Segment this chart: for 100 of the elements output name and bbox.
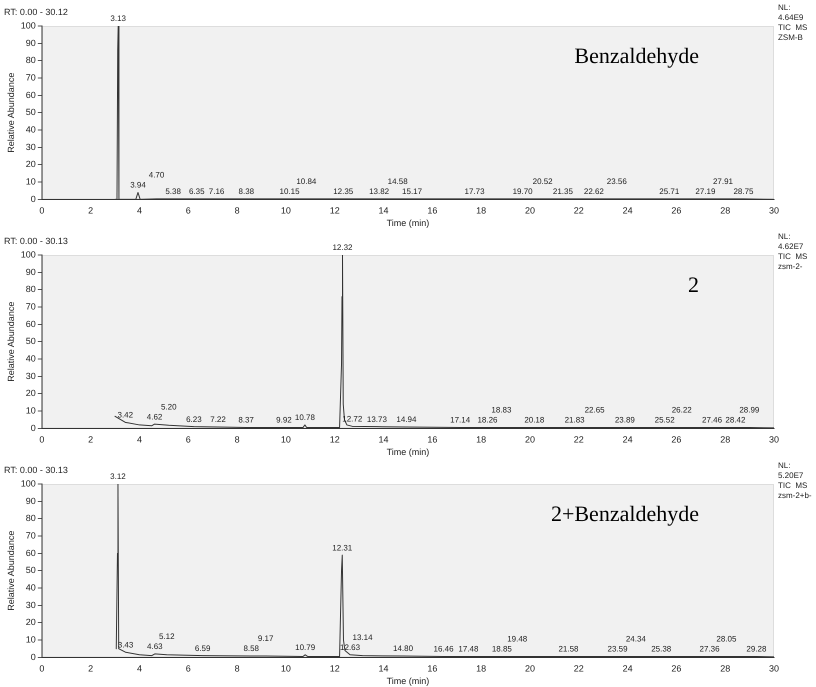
annotation: 25.52 (654, 416, 676, 425)
annotation: 29.28 (746, 644, 767, 654)
annotation: 17.14 (450, 416, 471, 425)
annotation: 12.32 (332, 243, 354, 252)
y-tick-label: 30 (26, 600, 36, 610)
text: NL: (778, 232, 790, 242)
annotation: 19.48 (507, 634, 528, 644)
text: ZSM-B (778, 33, 803, 42)
y-tick-label: 30 (26, 142, 36, 152)
text: RT: 0.00 - 30.13 (4, 464, 68, 475)
x-tick-label: 18 (476, 205, 486, 216)
x-tick-label: 20 (524, 663, 535, 674)
annotation: 4.62 (146, 412, 163, 422)
x-tick-label: 8 (234, 663, 240, 674)
x-tick-label: 0 (39, 434, 44, 444)
text: 2 (688, 272, 699, 297)
y-tick-label: 60 (26, 90, 36, 100)
y-tick-label: 20 (26, 159, 36, 170)
annotation: 10.79 (295, 643, 316, 652)
y-tick-label: 0 (30, 652, 36, 662)
x-tick-label: 2 (88, 663, 94, 674)
text: NL: (778, 461, 790, 470)
x-axis-title: Time (min) (386, 676, 430, 686)
x-tick-label: 14 (378, 434, 389, 444)
y-tick-label: 90 (26, 266, 36, 277)
annotation: 16.46 (434, 644, 454, 654)
annotation: 28.99 (739, 406, 760, 415)
x-tick-label: 22 (574, 663, 584, 674)
y-tick-label: 100 (20, 20, 36, 30)
y-tick-label: 80 (26, 284, 36, 294)
annotation: 24.34 (626, 634, 646, 644)
annotation: 27.46 (702, 416, 723, 425)
annotation: 6.35 (189, 187, 206, 196)
annotation: 5.38 (165, 187, 182, 196)
x-tick-label: 26 (671, 663, 682, 674)
y-tick-label: 40 (26, 124, 36, 135)
annotation: 6.59 (194, 644, 211, 653)
annotation: 20.18 (524, 416, 545, 425)
annotation: 3.94 (130, 180, 146, 190)
text: RT: 0.00 - 30.13 (4, 236, 68, 246)
annotation: 25.71 (659, 187, 680, 196)
text: 4.62E7 (778, 242, 804, 252)
y-tick-label: 0 (30, 194, 36, 204)
annotation: 28.75 (733, 187, 754, 196)
x-tick-label: 16 (427, 663, 438, 674)
annotation: 21.58 (558, 644, 580, 654)
annotation: 28.42 (725, 416, 746, 425)
text: Benzaldehyde (574, 42, 699, 68)
text: TIC MS (778, 252, 808, 262)
x-tick-label: 0 (39, 663, 44, 674)
x-tick-label: 10 (280, 205, 291, 216)
annotation: 22.65 (584, 406, 606, 415)
x-tick-label: 4 (136, 434, 142, 444)
text: TIC MS (778, 23, 808, 32)
y-tick-label: 90 (26, 38, 36, 48)
y-axis-title: Relative Abundance (6, 302, 16, 382)
annotation: 23.59 (608, 644, 628, 654)
annotation: 18.85 (492, 644, 512, 654)
x-tick-label: 4 (136, 205, 142, 216)
y-tick-label: 90 (26, 496, 36, 506)
y-tick-label: 100 (20, 249, 36, 260)
x-tick-label: 8 (234, 205, 240, 216)
x-tick-label: 20 (524, 205, 535, 216)
annotation: 25.38 (651, 644, 672, 654)
y-tick-label: 10 (26, 634, 36, 645)
annotation: 6.23 (186, 414, 202, 424)
x-axis-title: Time (min) (386, 218, 430, 228)
x-tick-label: 14 (378, 205, 389, 216)
annotation: 14.58 (388, 177, 408, 186)
y-axis-title: Relative Abundance (6, 530, 16, 611)
x-tick-label: 28 (720, 434, 730, 444)
annotation: 9.92 (276, 416, 292, 425)
text: 5.20E7 (778, 471, 804, 480)
annotation: 4.63 (147, 642, 164, 652)
annotation: 17.73 (464, 187, 486, 196)
y-tick-label: 10 (26, 176, 36, 187)
text: zsm-2+b- (778, 491, 812, 500)
annotation: 10.84 (296, 177, 317, 186)
annotation: 14.80 (393, 644, 414, 654)
annotation: 20.52 (532, 177, 554, 186)
annotation: 17.48 (458, 644, 479, 654)
annotation: 10.15 (280, 187, 300, 196)
annotation: 3.13 (110, 14, 127, 24)
text: 2+Benzaldehyde (550, 500, 699, 526)
text: RT: 0.00 - 30.12 (4, 6, 68, 17)
x-tick-label: 26 (671, 205, 682, 216)
y-tick-label: 20 (26, 617, 36, 628)
annotation: 22.62 (584, 187, 604, 196)
x-tick-label: 4 (136, 663, 142, 674)
y-tick-label: 80 (26, 55, 36, 66)
annotation: 8.38 (238, 187, 255, 196)
text: zsm-2- (778, 262, 803, 272)
annotation: 18.83 (491, 406, 512, 415)
y-tick-label: 50 (26, 565, 36, 576)
annotation: 12.35 (333, 187, 354, 196)
x-tick-label: 24 (622, 434, 633, 444)
y-tick-label: 80 (26, 513, 36, 524)
y-tick-label: 10 (26, 406, 36, 416)
annotation: 28.05 (716, 634, 737, 644)
x-tick-label: 0 (39, 205, 44, 216)
